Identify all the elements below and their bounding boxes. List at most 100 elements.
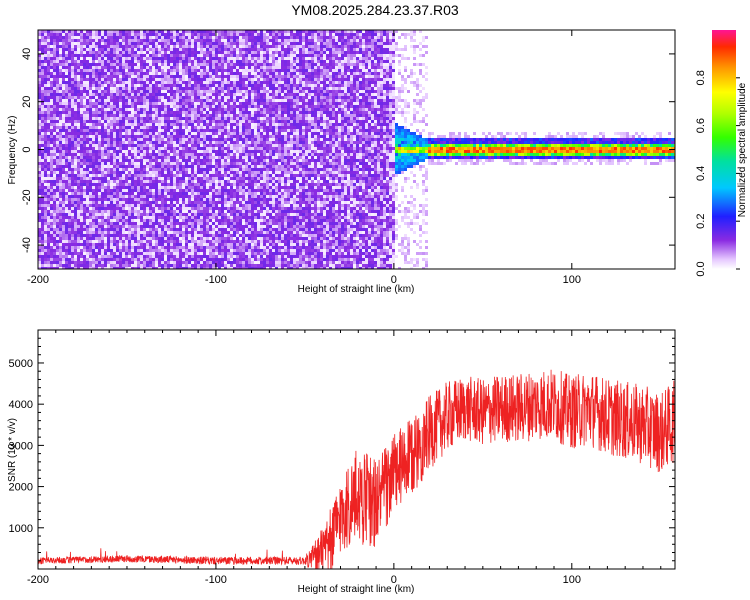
spectrogram-cell (200, 108, 203, 111)
spectrogram-cell (74, 141, 77, 144)
spectrogram-cell (245, 78, 248, 81)
spectrogram-cell (143, 75, 146, 78)
spectrogram-cell (248, 36, 251, 39)
spectrogram-cell (293, 66, 296, 69)
spectrogram-cell (233, 141, 236, 144)
spectrogram-cell (128, 126, 131, 129)
spectrogram-cell (464, 132, 467, 135)
spectrogram-cell (131, 30, 134, 33)
spectrogram-cell (131, 66, 134, 69)
spectrogram-cell (365, 87, 368, 90)
spectrogram-cell (290, 141, 293, 144)
spectrogram-cell (200, 96, 203, 99)
spectrogram-cell (89, 90, 92, 93)
spectrogram-cell (140, 117, 143, 120)
spectrogram-cell (254, 141, 257, 144)
spectrogram-cell (143, 120, 146, 123)
spectrogram-cell (65, 102, 68, 105)
spectrogram-cell (245, 30, 248, 33)
spectrogram-cell (59, 33, 62, 36)
spectrogram-cell (398, 93, 401, 96)
spectrogram-cell (185, 126, 188, 129)
spectrogram-cell (410, 30, 413, 33)
spectrogram-cell (104, 114, 107, 117)
spectrogram-cell (203, 135, 206, 138)
spectrogram-cell (359, 48, 362, 51)
spectrogram-cell (311, 93, 314, 96)
spectrogram-cell (317, 102, 320, 105)
spectrogram-cell (140, 135, 143, 138)
spectrogram-cell (86, 81, 89, 84)
spectrogram-cell (308, 135, 311, 138)
spectrogram-cell (197, 108, 200, 111)
spectrogram-cell (152, 78, 155, 81)
spectrogram-cell (224, 111, 227, 114)
spectrogram-cell (302, 45, 305, 48)
spectrogram-cell (362, 33, 365, 36)
spectrogram-cell (161, 135, 164, 138)
spectrogram-cell (212, 81, 215, 84)
spectrogram-cell (197, 105, 200, 108)
spectrogram-cell (344, 51, 347, 54)
spectrogram-cell (56, 30, 59, 33)
spectrogram-cell (128, 132, 131, 135)
spectrogram-cell (185, 42, 188, 45)
spectrogram-cell (407, 132, 410, 135)
spectrogram-cell (242, 96, 245, 99)
spectrogram-cell (260, 66, 263, 69)
spectrogram-cell (170, 57, 173, 60)
spectrogram-cell (644, 141, 647, 144)
spectrogram-cell (365, 111, 368, 114)
spectrogram-cell (86, 72, 89, 75)
spectrogram-cell (161, 60, 164, 63)
spectrogram-cell (320, 51, 323, 54)
spectrogram-cell (197, 78, 200, 81)
spectrogram-cell (230, 120, 233, 123)
spectrogram-cell (167, 51, 170, 54)
spectrogram-cell (371, 60, 374, 63)
spectrogram-cell (281, 33, 284, 36)
spectrogram-cell (278, 63, 281, 66)
spectrogram-cell (338, 111, 341, 114)
spectrogram-cell (92, 93, 95, 96)
spectrogram-cell (176, 96, 179, 99)
spectrogram-cell (317, 108, 320, 111)
spectrogram-cell (302, 132, 305, 135)
spectrogram-cell (311, 114, 314, 117)
spectrogram-cell (128, 78, 131, 81)
spectrogram-cell (89, 99, 92, 102)
spectrogram-cell (353, 36, 356, 39)
spectrogram-cell (314, 51, 317, 54)
spectrogram-cell (653, 138, 656, 141)
spectrogram-cell (179, 33, 182, 36)
spectrogram-cell (98, 135, 101, 138)
spectrogram-cell (188, 120, 191, 123)
spectrogram-cell (338, 72, 341, 75)
spectrogram-cell (371, 45, 374, 48)
spectrogram-cell (104, 99, 107, 102)
spectrogram-cell (68, 57, 71, 60)
spectrogram-cell (326, 117, 329, 120)
spectrogram-cell (92, 144, 95, 147)
spectrogram-cell (233, 129, 236, 132)
spectrogram-cell (224, 66, 227, 69)
spectrogram-cell (227, 90, 230, 93)
spectrogram-cell (236, 105, 239, 108)
spectrogram-cell (203, 42, 206, 45)
spectrogram-cell (92, 123, 95, 126)
spectrogram-cell (521, 141, 524, 144)
spectrogram-cell (299, 126, 302, 129)
spectrogram-cell (212, 42, 215, 45)
spectrogram-cell (347, 45, 350, 48)
spectrogram-cell (398, 36, 401, 39)
spectrogram-cell (128, 111, 131, 114)
spectrogram-cell (374, 87, 377, 90)
spectrogram-cell (284, 93, 287, 96)
spectrogram-cell (194, 102, 197, 105)
spectrogram-cell (74, 120, 77, 123)
spectrogram-cell (287, 129, 290, 132)
spectrogram-cell (266, 39, 269, 42)
spectrogram-cell (326, 39, 329, 42)
spectrogram-cell (200, 75, 203, 78)
spectrogram-cell (131, 78, 134, 81)
